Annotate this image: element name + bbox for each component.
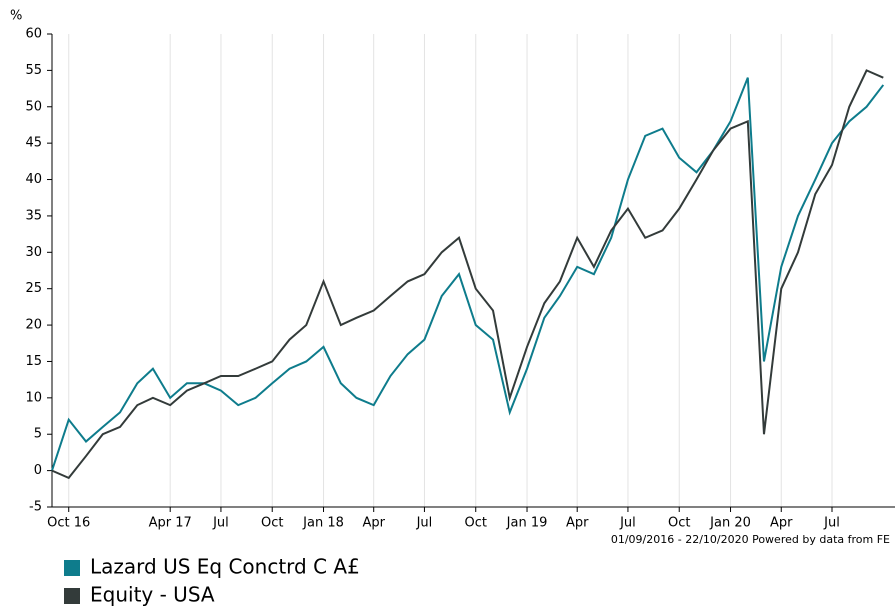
y-tick-label: 55: [25, 63, 42, 78]
legend-swatch: [64, 560, 80, 576]
x-tick-label: Apr: [566, 516, 589, 531]
series-line: [51, 77, 885, 471]
x-tick-label: Oct: [668, 516, 690, 531]
y-axis-label: %: [10, 9, 22, 24]
legend-swatch: [64, 588, 80, 604]
series-line: [51, 69, 884, 480]
y-tick-label: 10: [25, 390, 42, 405]
x-tick-label: Oct 16: [47, 516, 90, 531]
y-tick-label: 15: [25, 354, 42, 369]
legend-label: Lazard US Eq Conctrd C A£: [90, 555, 360, 579]
x-tick-label: Apr 17: [149, 516, 192, 531]
y-tick-label: 40: [25, 172, 42, 187]
y-tick-label: 45: [25, 136, 42, 151]
y-tick-label: 30: [25, 245, 42, 260]
x-tick-label: Jul: [212, 516, 229, 531]
x-tick-label: Oct: [261, 516, 283, 531]
legend-label: Equity - USA: [90, 583, 215, 606]
y-tick-label: -5: [29, 500, 42, 515]
y-tick-label: 60: [25, 27, 42, 42]
y-tick-label: 35: [25, 208, 42, 223]
y-tick-label: 50: [25, 99, 42, 114]
x-tick-label: Jan 20: [709, 516, 751, 531]
x-tick-label: Apr: [770, 516, 793, 531]
x-tick-label: Jan 19: [506, 516, 548, 531]
x-tick-label: Apr: [362, 516, 385, 531]
footnote: 01/09/2016 - 22/10/2020 Powered by data …: [611, 533, 890, 546]
x-tick-label: Oct: [464, 516, 486, 531]
x-tick-label: Jan 18: [302, 516, 344, 531]
x-tick-label: Jul: [823, 516, 840, 531]
y-tick-label: 25: [25, 281, 42, 296]
y-tick-label: 20: [25, 318, 42, 333]
x-tick-label: Jul: [416, 516, 433, 531]
x-tick-label: Jul: [619, 516, 636, 531]
y-tick-label: 5: [34, 427, 42, 442]
y-tick-label: 0: [34, 463, 42, 478]
